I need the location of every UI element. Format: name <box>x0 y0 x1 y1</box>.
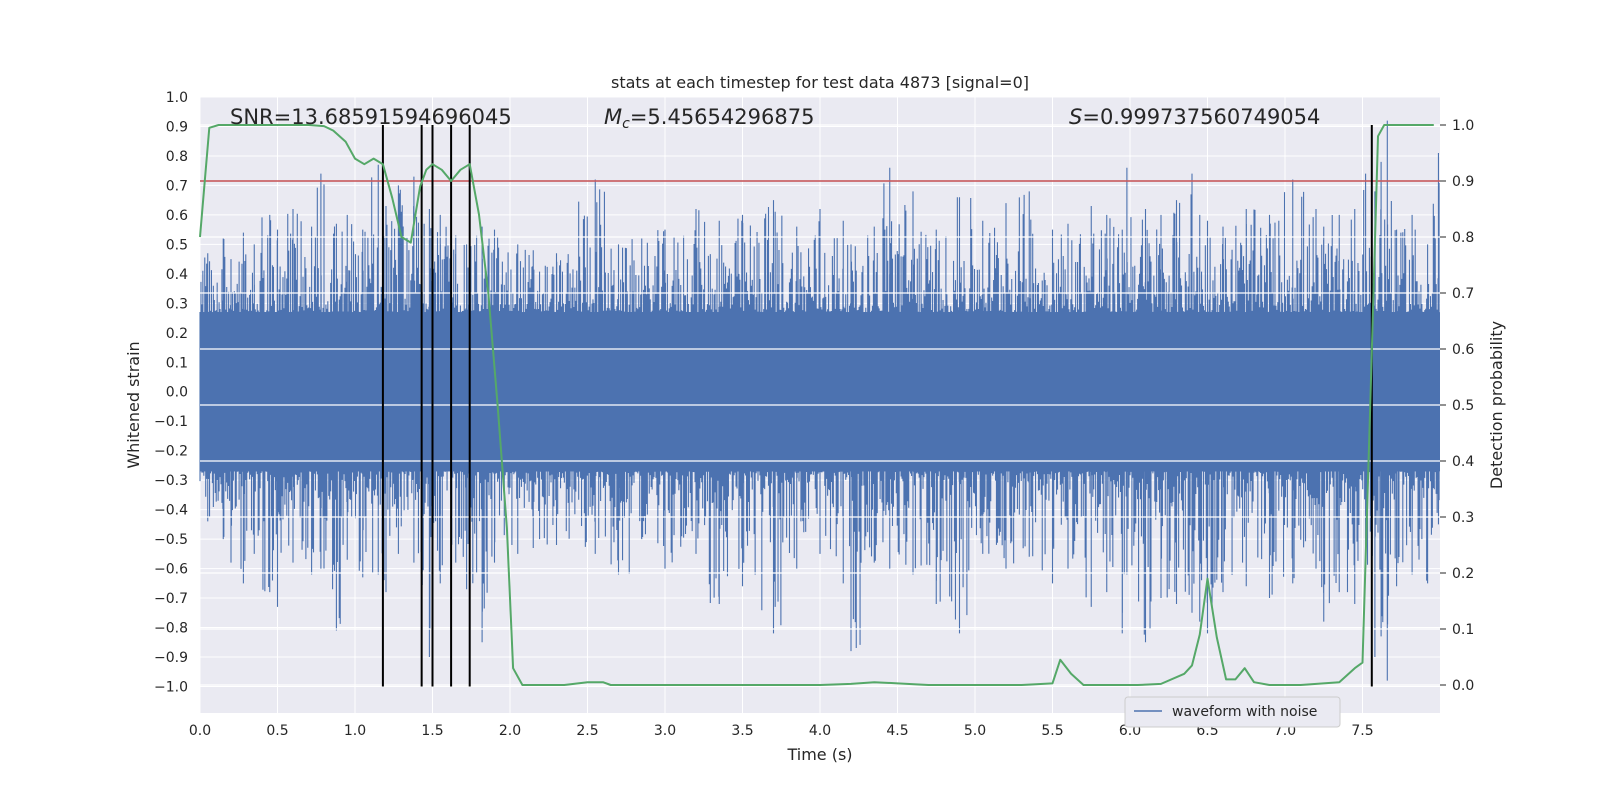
y2-tick-label: 0.2 <box>1452 566 1474 582</box>
s-annotation: S=0.999737560749054 <box>1069 105 1320 129</box>
y2-tick-label: 0.8 <box>1452 230 1474 246</box>
y2-tick-label: 1.0 <box>1452 118 1474 134</box>
y2-tick-label: 0.5 <box>1452 398 1474 414</box>
y2-tick-label: 0.6 <box>1452 342 1474 358</box>
x-tick-label: 4.5 <box>886 723 908 739</box>
x-tick-label: 1.0 <box>344 723 366 739</box>
y-tick-label: 0.3 <box>166 296 188 312</box>
y2-axis-ticks: 1.0 0.9 0.8 0.7 0.6 0.5 0.4 0.3 0.2 0.1 0.0 <box>1440 118 1474 694</box>
y-tick-label: −0.5 <box>154 532 188 548</box>
y-tick-label: −0.3 <box>154 473 188 489</box>
y2-tick-label: 0.3 <box>1452 510 1474 526</box>
y-tick-label: 0.1 <box>166 355 188 371</box>
waveform-core <box>200 312 1440 472</box>
y-tick-label: −0.6 <box>154 562 188 578</box>
legend-entry-waveform: waveform with noise <box>1172 704 1317 720</box>
x-tick-label: 5.0 <box>964 723 986 739</box>
y-tick-label: 0.0 <box>166 385 188 401</box>
mc-annotation: Mc=5.45654296875 <box>604 105 814 132</box>
y2-axis-label: Detection probability <box>1487 321 1506 489</box>
y-tick-label: 0.4 <box>166 267 188 283</box>
y-tick-label: 0.8 <box>166 149 188 165</box>
x-tick-label: 2.0 <box>499 723 521 739</box>
probability-line <box>199 124 1434 686</box>
snr-annotation: SNR=13.68591594696045 <box>230 105 512 129</box>
s-symbol: S <box>1069 105 1082 129</box>
y2-tick-label: 0.9 <box>1452 174 1474 190</box>
x-axis-label: Time (s) <box>786 745 852 764</box>
y2-tick-label: 0.7 <box>1452 286 1474 302</box>
legend: waveform with noise <box>1124 696 1341 728</box>
chart-title: stats at each timestep for test data 487… <box>611 73 1029 92</box>
y-tick-label: 0.9 <box>166 119 188 135</box>
x-tick-label: 4.0 <box>809 723 831 739</box>
x-tick-label: 3.0 <box>654 723 676 739</box>
x-tick-label: 0.5 <box>266 723 288 739</box>
y-tick-label: −1.0 <box>154 679 188 695</box>
y-axis-ticks: 1.0 0.9 0.8 0.7 0.6 0.5 0.4 0.3 0.2 0.1 0.0 −0.1 −0.… <box>154 90 188 695</box>
mc-symbol: M <box>604 105 622 129</box>
y-tick-label: −0.4 <box>154 503 188 519</box>
y-tick-label: −0.8 <box>154 621 188 637</box>
x-tick-label: 2.5 <box>576 723 598 739</box>
y2-tick-label: 0.0 <box>1452 678 1474 694</box>
y-tick-label: 0.2 <box>166 326 188 342</box>
x-tick-label: 3.5 <box>731 723 753 739</box>
y-tick-label: 0.6 <box>166 208 188 224</box>
y-tick-label: 0.7 <box>166 178 188 194</box>
y-tick-label: −0.1 <box>154 414 188 430</box>
mc-subscript: c <box>622 116 630 132</box>
y2-tick-label: 0.4 <box>1452 454 1474 470</box>
x-tick-label: 7.5 <box>1351 723 1373 739</box>
overlay-series <box>199 124 1440 687</box>
y-tick-label: 0.5 <box>166 237 188 253</box>
s-value: =0.999737560749054 <box>1082 105 1320 129</box>
mc-value: =5.45654296875 <box>630 105 815 129</box>
y2-tick-label: 0.1 <box>1452 622 1474 638</box>
waveform-series <box>199 120 1440 681</box>
y-tick-label: −0.9 <box>154 650 188 666</box>
x-tick-label: 0.0 <box>189 723 211 739</box>
x-tick-label: 1.5 <box>421 723 443 739</box>
legend-box <box>1124 696 1341 728</box>
y-tick-label: 1.0 <box>166 90 188 106</box>
y-axis-label: Whitened strain <box>124 341 143 468</box>
y-tick-label: −0.2 <box>154 444 188 460</box>
y-tick-label: −0.7 <box>154 591 188 607</box>
x-tick-label: 5.5 <box>1041 723 1063 739</box>
